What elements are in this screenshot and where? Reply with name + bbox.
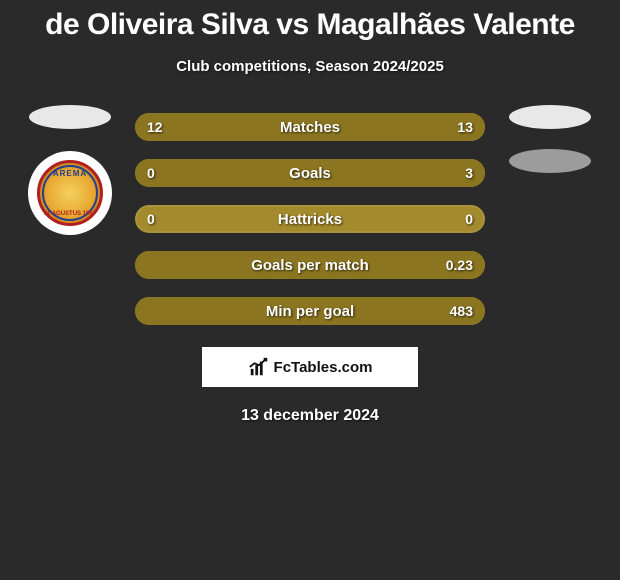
brand-text: FcTables.com: [274, 359, 373, 376]
stat-label: Goals: [135, 165, 485, 182]
stat-value-right: 483: [450, 303, 473, 319]
stat-label: Matches: [135, 119, 485, 136]
left-player-marker: [29, 105, 111, 129]
right-player-marker: [509, 105, 591, 129]
stats-bars: 12Matches130Goals30Hattricks0Goals per m…: [135, 113, 485, 325]
stat-bar: 0Goals3: [135, 159, 485, 187]
stat-label: Goals per match: [135, 257, 485, 274]
stat-label: Min per goal: [135, 303, 485, 320]
chart-icon: [248, 356, 270, 378]
club-badge-name: AREMA: [40, 169, 100, 178]
page-title: de Oliveira Silva vs Magalhães Valente: [0, 0, 620, 42]
stat-bar: Goals per match0.23: [135, 251, 485, 279]
brand-footer[interactable]: FcTables.com: [202, 347, 418, 387]
stat-bar: 0Hattricks0: [135, 205, 485, 233]
stat-value-right: 0: [465, 211, 473, 227]
comparison-card: de Oliveira Silva vs Magalhães Valente C…: [0, 0, 620, 580]
stat-value-right: 0.23: [446, 257, 473, 273]
stat-bar: 12Matches13: [135, 113, 485, 141]
stat-label: Hattricks: [135, 211, 485, 228]
stat-value-right: 3: [465, 165, 473, 181]
left-player-column: AREMA 11 AGUSTUS 1987: [20, 105, 120, 235]
right-club-marker: [509, 149, 591, 173]
content-area: AREMA 11 AGUSTUS 1987 12Matches130Goals3…: [0, 113, 620, 325]
date-text: 13 december 2024: [0, 407, 620, 425]
stat-bar: Min per goal483: [135, 297, 485, 325]
subtitle: Club competitions, Season 2024/2025: [0, 58, 620, 75]
club-badge-inner: AREMA 11 AGUSTUS 1987: [37, 160, 103, 226]
left-club-badge: AREMA 11 AGUSTUS 1987: [28, 151, 112, 235]
club-badge-sub: 11 AGUSTUS 1987: [40, 211, 100, 217]
right-player-column: [500, 105, 600, 193]
stat-value-right: 13: [457, 119, 473, 135]
